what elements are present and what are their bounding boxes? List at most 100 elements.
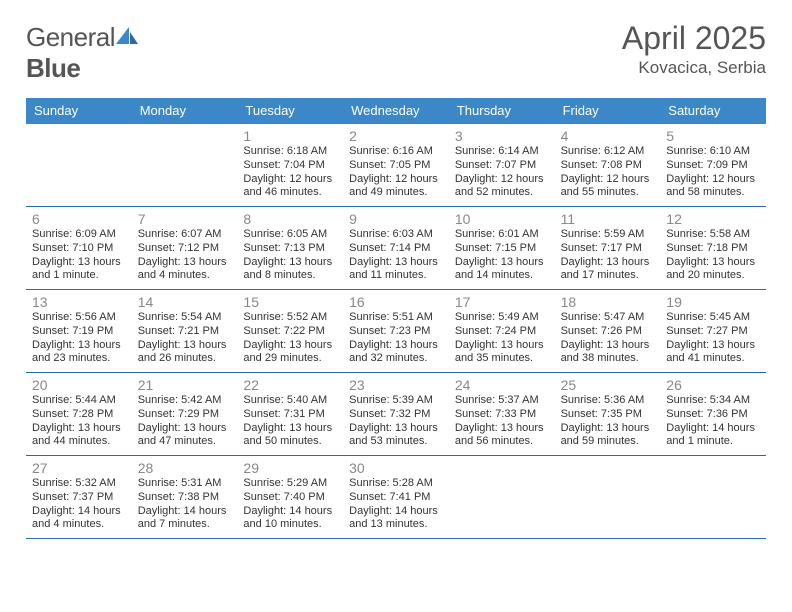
sunset-text: Sunset: 7:28 PM <box>32 408 126 422</box>
daylight-line2: and 8 minutes. <box>243 269 337 283</box>
daylight-line1: Daylight: 13 hours <box>561 256 655 270</box>
day-info: Sunrise: 6:07 AMSunset: 7:12 PMDaylight:… <box>138 228 232 283</box>
month-title: April 2025 <box>622 22 766 56</box>
day-number: 14 <box>138 294 232 310</box>
day-number: 2 <box>349 128 443 144</box>
daylight-line1: Daylight: 13 hours <box>349 256 443 270</box>
day-info: Sunrise: 5:45 AMSunset: 7:27 PMDaylight:… <box>666 311 760 366</box>
sunrise-text: Sunrise: 5:49 AM <box>455 311 549 325</box>
sunset-text: Sunset: 7:38 PM <box>138 491 232 505</box>
day-number: 30 <box>349 460 443 476</box>
calendar-day: 14Sunrise: 5:54 AMSunset: 7:21 PMDayligh… <box>132 290 238 372</box>
day-info: Sunrise: 5:39 AMSunset: 7:32 PMDaylight:… <box>349 394 443 449</box>
calendar-day: 6Sunrise: 6:09 AMSunset: 7:10 PMDaylight… <box>26 207 132 289</box>
daylight-line1: Daylight: 13 hours <box>138 339 232 353</box>
calendar-day: 28Sunrise: 5:31 AMSunset: 7:38 PMDayligh… <box>132 456 238 538</box>
day-number: 12 <box>666 211 760 227</box>
sunset-text: Sunset: 7:35 PM <box>561 408 655 422</box>
calendar-day: 29Sunrise: 5:29 AMSunset: 7:40 PMDayligh… <box>237 456 343 538</box>
sunset-text: Sunset: 7:12 PM <box>138 242 232 256</box>
sunset-text: Sunset: 7:09 PM <box>666 159 760 173</box>
calendar-day <box>132 124 238 206</box>
daylight-line2: and 47 minutes. <box>138 435 232 449</box>
weekday-header: Tuesday <box>237 98 343 124</box>
day-number: 26 <box>666 377 760 393</box>
daylight-line1: Daylight: 14 hours <box>138 505 232 519</box>
calendar-day: 12Sunrise: 5:58 AMSunset: 7:18 PMDayligh… <box>660 207 766 289</box>
sunset-text: Sunset: 7:18 PM <box>666 242 760 256</box>
calendar-week: 20Sunrise: 5:44 AMSunset: 7:28 PMDayligh… <box>26 373 766 456</box>
sunset-text: Sunset: 7:13 PM <box>243 242 337 256</box>
sunset-text: Sunset: 7:32 PM <box>349 408 443 422</box>
sunrise-text: Sunrise: 5:45 AM <box>666 311 760 325</box>
daylight-line1: Daylight: 13 hours <box>138 422 232 436</box>
day-number: 16 <box>349 294 443 310</box>
daylight-line2: and 1 minute. <box>32 269 126 283</box>
calendar-day: 5Sunrise: 6:10 AMSunset: 7:09 PMDaylight… <box>660 124 766 206</box>
weekday-header: Sunday <box>26 98 132 124</box>
daylight-line2: and 14 minutes. <box>455 269 549 283</box>
calendar-weeks: 1Sunrise: 6:18 AMSunset: 7:04 PMDaylight… <box>26 124 766 539</box>
sunrise-text: Sunrise: 5:44 AM <box>32 394 126 408</box>
calendar-day: 16Sunrise: 5:51 AMSunset: 7:23 PMDayligh… <box>343 290 449 372</box>
sunset-text: Sunset: 7:07 PM <box>455 159 549 173</box>
day-info: Sunrise: 5:32 AMSunset: 7:37 PMDaylight:… <box>32 477 126 532</box>
sunrise-text: Sunrise: 5:37 AM <box>455 394 549 408</box>
day-info: Sunrise: 6:01 AMSunset: 7:15 PMDaylight:… <box>455 228 549 283</box>
day-number: 28 <box>138 460 232 476</box>
day-info: Sunrise: 5:28 AMSunset: 7:41 PMDaylight:… <box>349 477 443 532</box>
daylight-line2: and 52 minutes. <box>455 186 549 200</box>
day-info: Sunrise: 5:34 AMSunset: 7:36 PMDaylight:… <box>666 394 760 449</box>
calendar-day: 26Sunrise: 5:34 AMSunset: 7:36 PMDayligh… <box>660 373 766 455</box>
sunrise-text: Sunrise: 6:18 AM <box>243 145 337 159</box>
sunrise-text: Sunrise: 6:01 AM <box>455 228 549 242</box>
daylight-line1: Daylight: 13 hours <box>561 339 655 353</box>
calendar-day: 11Sunrise: 5:59 AMSunset: 7:17 PMDayligh… <box>555 207 661 289</box>
day-number: 22 <box>243 377 337 393</box>
sunset-text: Sunset: 7:24 PM <box>455 325 549 339</box>
day-number: 17 <box>455 294 549 310</box>
day-number: 9 <box>349 211 443 227</box>
sunrise-text: Sunrise: 6:09 AM <box>32 228 126 242</box>
calendar-week: 1Sunrise: 6:18 AMSunset: 7:04 PMDaylight… <box>26 124 766 207</box>
sunrise-text: Sunrise: 5:42 AM <box>138 394 232 408</box>
day-number: 7 <box>138 211 232 227</box>
day-info: Sunrise: 5:58 AMSunset: 7:18 PMDaylight:… <box>666 228 760 283</box>
daylight-line1: Daylight: 13 hours <box>243 339 337 353</box>
day-number: 10 <box>455 211 549 227</box>
daylight-line2: and 59 minutes. <box>561 435 655 449</box>
calendar-day: 1Sunrise: 6:18 AMSunset: 7:04 PMDaylight… <box>237 124 343 206</box>
daylight-line1: Daylight: 13 hours <box>32 339 126 353</box>
calendar-week: 27Sunrise: 5:32 AMSunset: 7:37 PMDayligh… <box>26 456 766 539</box>
sunset-text: Sunset: 7:19 PM <box>32 325 126 339</box>
sunset-text: Sunset: 7:21 PM <box>138 325 232 339</box>
day-info: Sunrise: 5:44 AMSunset: 7:28 PMDaylight:… <box>32 394 126 449</box>
daylight-line1: Daylight: 13 hours <box>455 422 549 436</box>
daylight-line1: Daylight: 13 hours <box>455 256 549 270</box>
sunrise-text: Sunrise: 5:40 AM <box>243 394 337 408</box>
day-number: 18 <box>561 294 655 310</box>
sunset-text: Sunset: 7:36 PM <box>666 408 760 422</box>
daylight-line2: and 11 minutes. <box>349 269 443 283</box>
daylight-line1: Daylight: 14 hours <box>32 505 126 519</box>
calendar-day: 2Sunrise: 6:16 AMSunset: 7:05 PMDaylight… <box>343 124 449 206</box>
sunrise-text: Sunrise: 6:05 AM <box>243 228 337 242</box>
daylight-line1: Daylight: 13 hours <box>32 256 126 270</box>
day-number: 29 <box>243 460 337 476</box>
sunrise-text: Sunrise: 6:12 AM <box>561 145 655 159</box>
day-info: Sunrise: 5:47 AMSunset: 7:26 PMDaylight:… <box>561 311 655 366</box>
day-info: Sunrise: 6:18 AMSunset: 7:04 PMDaylight:… <box>243 145 337 200</box>
daylight-line1: Daylight: 13 hours <box>455 339 549 353</box>
daylight-line2: and 55 minutes. <box>561 186 655 200</box>
day-info: Sunrise: 5:51 AMSunset: 7:23 PMDaylight:… <box>349 311 443 366</box>
sunset-text: Sunset: 7:08 PM <box>561 159 655 173</box>
daylight-line1: Daylight: 13 hours <box>138 256 232 270</box>
header: GeneralBlue April 2025 Kovacica, Serbia <box>26 22 766 84</box>
daylight-line1: Daylight: 12 hours <box>349 173 443 187</box>
sunrise-text: Sunrise: 5:58 AM <box>666 228 760 242</box>
sunset-text: Sunset: 7:27 PM <box>666 325 760 339</box>
daylight-line2: and 49 minutes. <box>349 186 443 200</box>
sunrise-text: Sunrise: 5:51 AM <box>349 311 443 325</box>
calendar-day: 10Sunrise: 6:01 AMSunset: 7:15 PMDayligh… <box>449 207 555 289</box>
sunset-text: Sunset: 7:15 PM <box>455 242 549 256</box>
